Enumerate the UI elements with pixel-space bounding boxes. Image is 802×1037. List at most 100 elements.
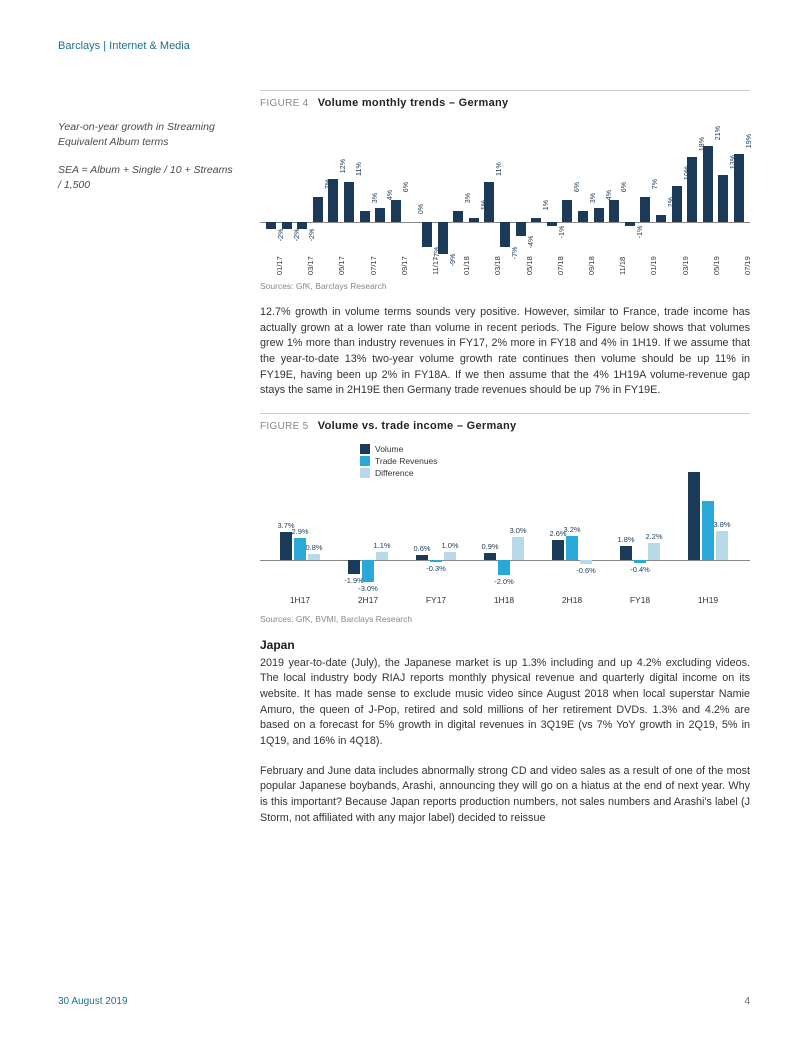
fig5-bar-label: 1.0% <box>436 541 464 550</box>
fig4-bar <box>328 179 338 222</box>
fig5-bar-label: 1.1% <box>368 541 396 550</box>
fig4-bar-label: 6% <box>401 177 410 197</box>
fig5-category-label: 2H17 <box>338 595 398 605</box>
fig5-bar-label: -0.4% <box>626 565 654 574</box>
fig4-bar <box>703 146 713 222</box>
fig4-bar <box>469 218 479 222</box>
legend-item: Volume <box>360 444 438 454</box>
fig5-bar <box>348 560 360 574</box>
fig4-category-label: 03/18 <box>493 235 502 275</box>
fig4-bar <box>578 211 588 222</box>
fig4-category-label: 03/17 <box>306 235 315 275</box>
fig5-bar <box>444 552 456 560</box>
japan-paragraph-1: 2019 year-to-date (July), the Japanese m… <box>260 656 750 750</box>
fig4-bar <box>484 182 494 222</box>
fig4-bar <box>360 211 370 222</box>
fig4-bar-label: 7% <box>650 174 659 194</box>
fig4-category-label: 01/18 <box>462 235 471 275</box>
fig5-bar <box>430 560 442 562</box>
figure4-sources: Sources: GfK, Barclays Research <box>260 281 750 291</box>
fig4-bar <box>531 218 541 222</box>
fig4-category-label: 09/17 <box>400 235 409 275</box>
fig4-category-label: 05/18 <box>525 235 534 275</box>
fig5-category-label: FY17 <box>406 595 466 605</box>
fig4-bar <box>375 208 385 222</box>
fig4-category-label: 09/18 <box>587 235 596 275</box>
figure4-caption: FIGURE 4 Volume monthly trends – Germany <box>260 90 750 109</box>
fig4-bar <box>297 222 307 229</box>
figure5-label: FIGURE 5 <box>260 421 309 432</box>
fig4-category-label: 05/19 <box>712 235 721 275</box>
fig4-category-label: 05/17 <box>337 235 346 275</box>
footer-page-number: 4 <box>744 996 750 1007</box>
fig4-bar <box>609 200 619 222</box>
fig4-bar-label: 3% <box>588 188 597 208</box>
fig5-bar <box>634 560 646 563</box>
fig4-bar-label: 21% <box>713 123 722 143</box>
fig4-bar <box>266 222 276 229</box>
fig4-bar <box>547 222 557 226</box>
legend-label: Trade Revenues <box>375 456 438 466</box>
fig4-bar <box>313 197 323 222</box>
fig5-category-label: 1H17 <box>270 595 330 605</box>
legend-label: Volume <box>375 444 403 454</box>
fig4-bar-label: 11% <box>494 159 503 179</box>
fig5-bar-label: -0.6% <box>572 566 600 575</box>
fig4-bar-label: -9% <box>448 250 457 270</box>
fig5-bar-label: 3.0% <box>504 526 532 535</box>
fig5-bar <box>512 537 524 560</box>
fig5-bar <box>376 552 388 560</box>
figure5-chart: VolumeTrade RevenuesDifference3.7%2.9%0.… <box>260 440 750 610</box>
fig4-category-label: 11/18 <box>618 235 627 275</box>
fig5-bar-label: 0.9% <box>476 542 504 551</box>
fig5-bar-label: 0.8% <box>300 543 328 552</box>
japan-paragraph-2: February and June data includes abnormal… <box>260 764 750 827</box>
figure5-caption: FIGURE 5 Volume vs. trade income – Germa… <box>260 413 750 432</box>
figure4-chart: -2%-2%-2%7%12%11%3%4%6%0%-7%-9%3%1%11%-7… <box>260 117 750 277</box>
margin-note-2: SEA = Album + Single / 10 + Streams / 1,… <box>58 163 238 192</box>
fig4-bar-label: -1% <box>635 222 644 242</box>
legend-item: Trade Revenues <box>360 456 438 466</box>
fig4-bar-label: 6% <box>619 177 628 197</box>
fig4-bar <box>391 200 401 222</box>
fig4-category-label: 01/19 <box>649 235 658 275</box>
fig5-bar-label: 2.9% <box>286 527 314 536</box>
footer-date: 30 August 2019 <box>58 996 128 1007</box>
fig5-bar-label: -3.0% <box>354 584 382 593</box>
fig4-category-label: 07/18 <box>556 235 565 275</box>
fig4-bar <box>640 197 650 222</box>
margin-note: Year-on-year growth in Streaming Equival… <box>58 120 238 207</box>
fig5-bar-label: 3.8% <box>708 520 736 529</box>
fig4-bar-label: 3% <box>370 188 379 208</box>
fig5-bar-label: -2.0% <box>490 577 518 586</box>
fig4-bar <box>344 182 354 222</box>
fig5-bar-label: 3.2% <box>558 525 586 534</box>
fig5-bar-label: 1.8% <box>612 535 640 544</box>
fig4-bar-label: 19% <box>744 131 753 151</box>
japan-heading: Japan <box>260 638 750 652</box>
fig5-category-label: 1H18 <box>474 595 534 605</box>
legend-swatch <box>360 444 370 454</box>
fig4-category-label: 07/19 <box>743 235 752 275</box>
fig5-bar-label: 0.6% <box>408 544 436 553</box>
fig5-bar-label: 2.2% <box>640 532 668 541</box>
fig5-bar <box>716 531 728 560</box>
fig4-category-label: 03/19 <box>681 235 690 275</box>
fig5-bar <box>362 560 374 583</box>
fig4-bar <box>594 208 604 222</box>
fig5-bar <box>552 540 564 560</box>
fig4-bar-label: 3% <box>463 188 472 208</box>
fig5-bar <box>620 546 632 560</box>
fig4-bar-label: 12% <box>338 156 347 176</box>
fig4-bar-label: 11% <box>354 159 363 179</box>
fig4-bar <box>656 215 666 222</box>
page-header: Barclays | Internet & Media <box>58 40 190 52</box>
legend-item: Difference <box>360 468 438 478</box>
main-column: FIGURE 4 Volume monthly trends – Germany… <box>260 90 750 840</box>
paragraph-1: 12.7% growth in volume terms sounds very… <box>260 305 750 399</box>
fig5-bar <box>566 536 578 560</box>
fig5-bar <box>498 560 510 575</box>
fig4-bar-label: 1% <box>541 195 550 215</box>
fig5-category-label: 1H19 <box>678 595 738 605</box>
fig5-bar <box>580 560 592 565</box>
